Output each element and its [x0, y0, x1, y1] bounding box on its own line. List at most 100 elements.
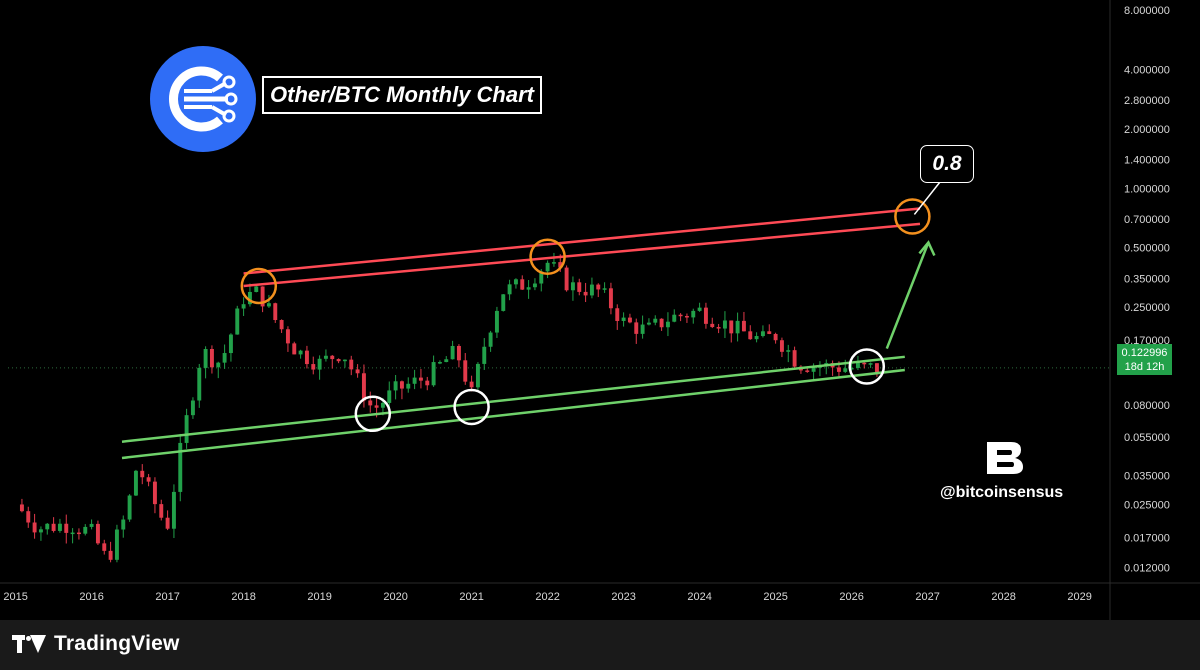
candle-countdown: 18d 12h: [1124, 361, 1165, 373]
candle-body: [691, 310, 696, 318]
tradingview-icon: [12, 635, 46, 653]
x-tick-label: 2029: [1067, 591, 1091, 603]
author-handle: @bitcoinsensus: [940, 484, 1064, 501]
candle-body: [513, 279, 518, 285]
candle-body: [444, 359, 449, 363]
candle-body: [634, 322, 639, 334]
candle-body: [323, 355, 328, 359]
y-tick-label: 0.500000: [1124, 243, 1170, 255]
y-tick-label: 0.350000: [1124, 273, 1170, 285]
x-tick-label: 2015: [3, 591, 27, 603]
candle-body: [64, 523, 69, 533]
target-marker-circle: [894, 198, 931, 235]
candle-body: [114, 529, 119, 560]
lower-channel-line: [121, 368, 905, 460]
candle-body: [722, 320, 727, 329]
candle-body: [729, 320, 734, 334]
candle-body: [767, 331, 772, 334]
candle-body: [532, 283, 537, 288]
candle-body: [577, 282, 582, 292]
candle-body: [108, 550, 113, 560]
candle-body: [298, 350, 303, 355]
token-logo-icon: [150, 46, 256, 152]
candle-body: [368, 400, 373, 406]
candle-body: [178, 442, 183, 492]
tradingview-logo[interactable]: TradingView: [12, 632, 180, 656]
bottom-marker-circle: [453, 388, 490, 426]
y-tick-label: 2.800000: [1124, 95, 1170, 107]
candle-body: [190, 400, 195, 416]
candle-body: [399, 381, 404, 389]
upper-channel-line: [243, 222, 921, 288]
candle-body: [89, 523, 94, 527]
candle-body: [703, 307, 708, 324]
candle-body: [836, 367, 841, 372]
candle-body: [589, 284, 594, 296]
candle-body: [51, 523, 56, 531]
lower-channel-line: [121, 355, 905, 443]
y-tick-label: 0.080000: [1124, 400, 1170, 412]
candle-body: [526, 287, 531, 290]
candle-body: [19, 504, 24, 512]
y-tick-label: 0.035000: [1124, 471, 1170, 483]
candle-body: [855, 362, 860, 368]
y-tick-label: 0.025000: [1124, 499, 1170, 511]
candle-body: [349, 359, 354, 370]
y-tick-label: 1.000000: [1124, 183, 1170, 195]
bottom-marker-circle: [848, 348, 886, 385]
candle-body: [361, 373, 366, 401]
candle-body: [355, 369, 360, 374]
x-tick-label: 2018: [231, 591, 255, 603]
candle-body: [140, 470, 145, 478]
current-price-badge: 0.122996 18d 12h: [1117, 344, 1172, 375]
peak-marker-circle: [529, 238, 566, 275]
candle-body: [165, 517, 170, 529]
candle-body: [216, 362, 221, 368]
candle-body: [38, 529, 43, 533]
candle-body: [222, 353, 227, 363]
candle-body: [760, 331, 765, 337]
candle-body: [646, 322, 651, 325]
candle-body: [539, 271, 544, 284]
candle-body: [279, 320, 284, 330]
candle-body: [76, 532, 81, 535]
candle-body: [475, 363, 480, 388]
x-tick-label: 2022: [535, 591, 559, 603]
footer-bar: [0, 620, 1200, 670]
candle-body: [437, 362, 442, 364]
candle-body: [133, 470, 138, 496]
candle-body: [418, 377, 423, 381]
candle-body: [615, 308, 620, 321]
candle-body: [273, 303, 278, 321]
candle-body: [469, 381, 474, 388]
candle-body: [494, 310, 499, 333]
candle-body: [209, 348, 214, 368]
candle-body: [773, 333, 778, 341]
candle-body: [406, 383, 411, 389]
candle-body: [558, 262, 563, 268]
projection-arrow-head: [918, 240, 936, 256]
candle-body: [159, 504, 164, 518]
candle-body: [146, 477, 151, 482]
candle-body: [152, 481, 157, 505]
candle-body: [247, 291, 252, 305]
x-tick-label: 2023: [611, 591, 635, 603]
candle-body: [735, 320, 740, 334]
projection-arrow: [885, 242, 930, 349]
tradingview-label: TradingView: [54, 632, 180, 655]
candle-body: [317, 358, 322, 370]
candle-body: [665, 321, 670, 328]
candle-body: [640, 324, 645, 334]
candle-body: [121, 519, 126, 530]
candle-body: [184, 415, 189, 443]
candle-body: [83, 526, 88, 534]
chart-title: Other/BTC Monthly Chart: [262, 76, 542, 114]
y-tick-label: 8.000000: [1124, 5, 1170, 17]
x-tick-label: 2020: [383, 591, 407, 603]
candle-body: [228, 334, 233, 354]
y-tick-label: 0.055000: [1124, 432, 1170, 444]
candle-body: [716, 327, 721, 329]
candle-body: [786, 350, 791, 352]
price-chart[interactable]: 0.012000 0.017000 0.025000 0.035000 0.055000…: [0, 0, 1200, 620]
candle-body: [482, 346, 487, 364]
